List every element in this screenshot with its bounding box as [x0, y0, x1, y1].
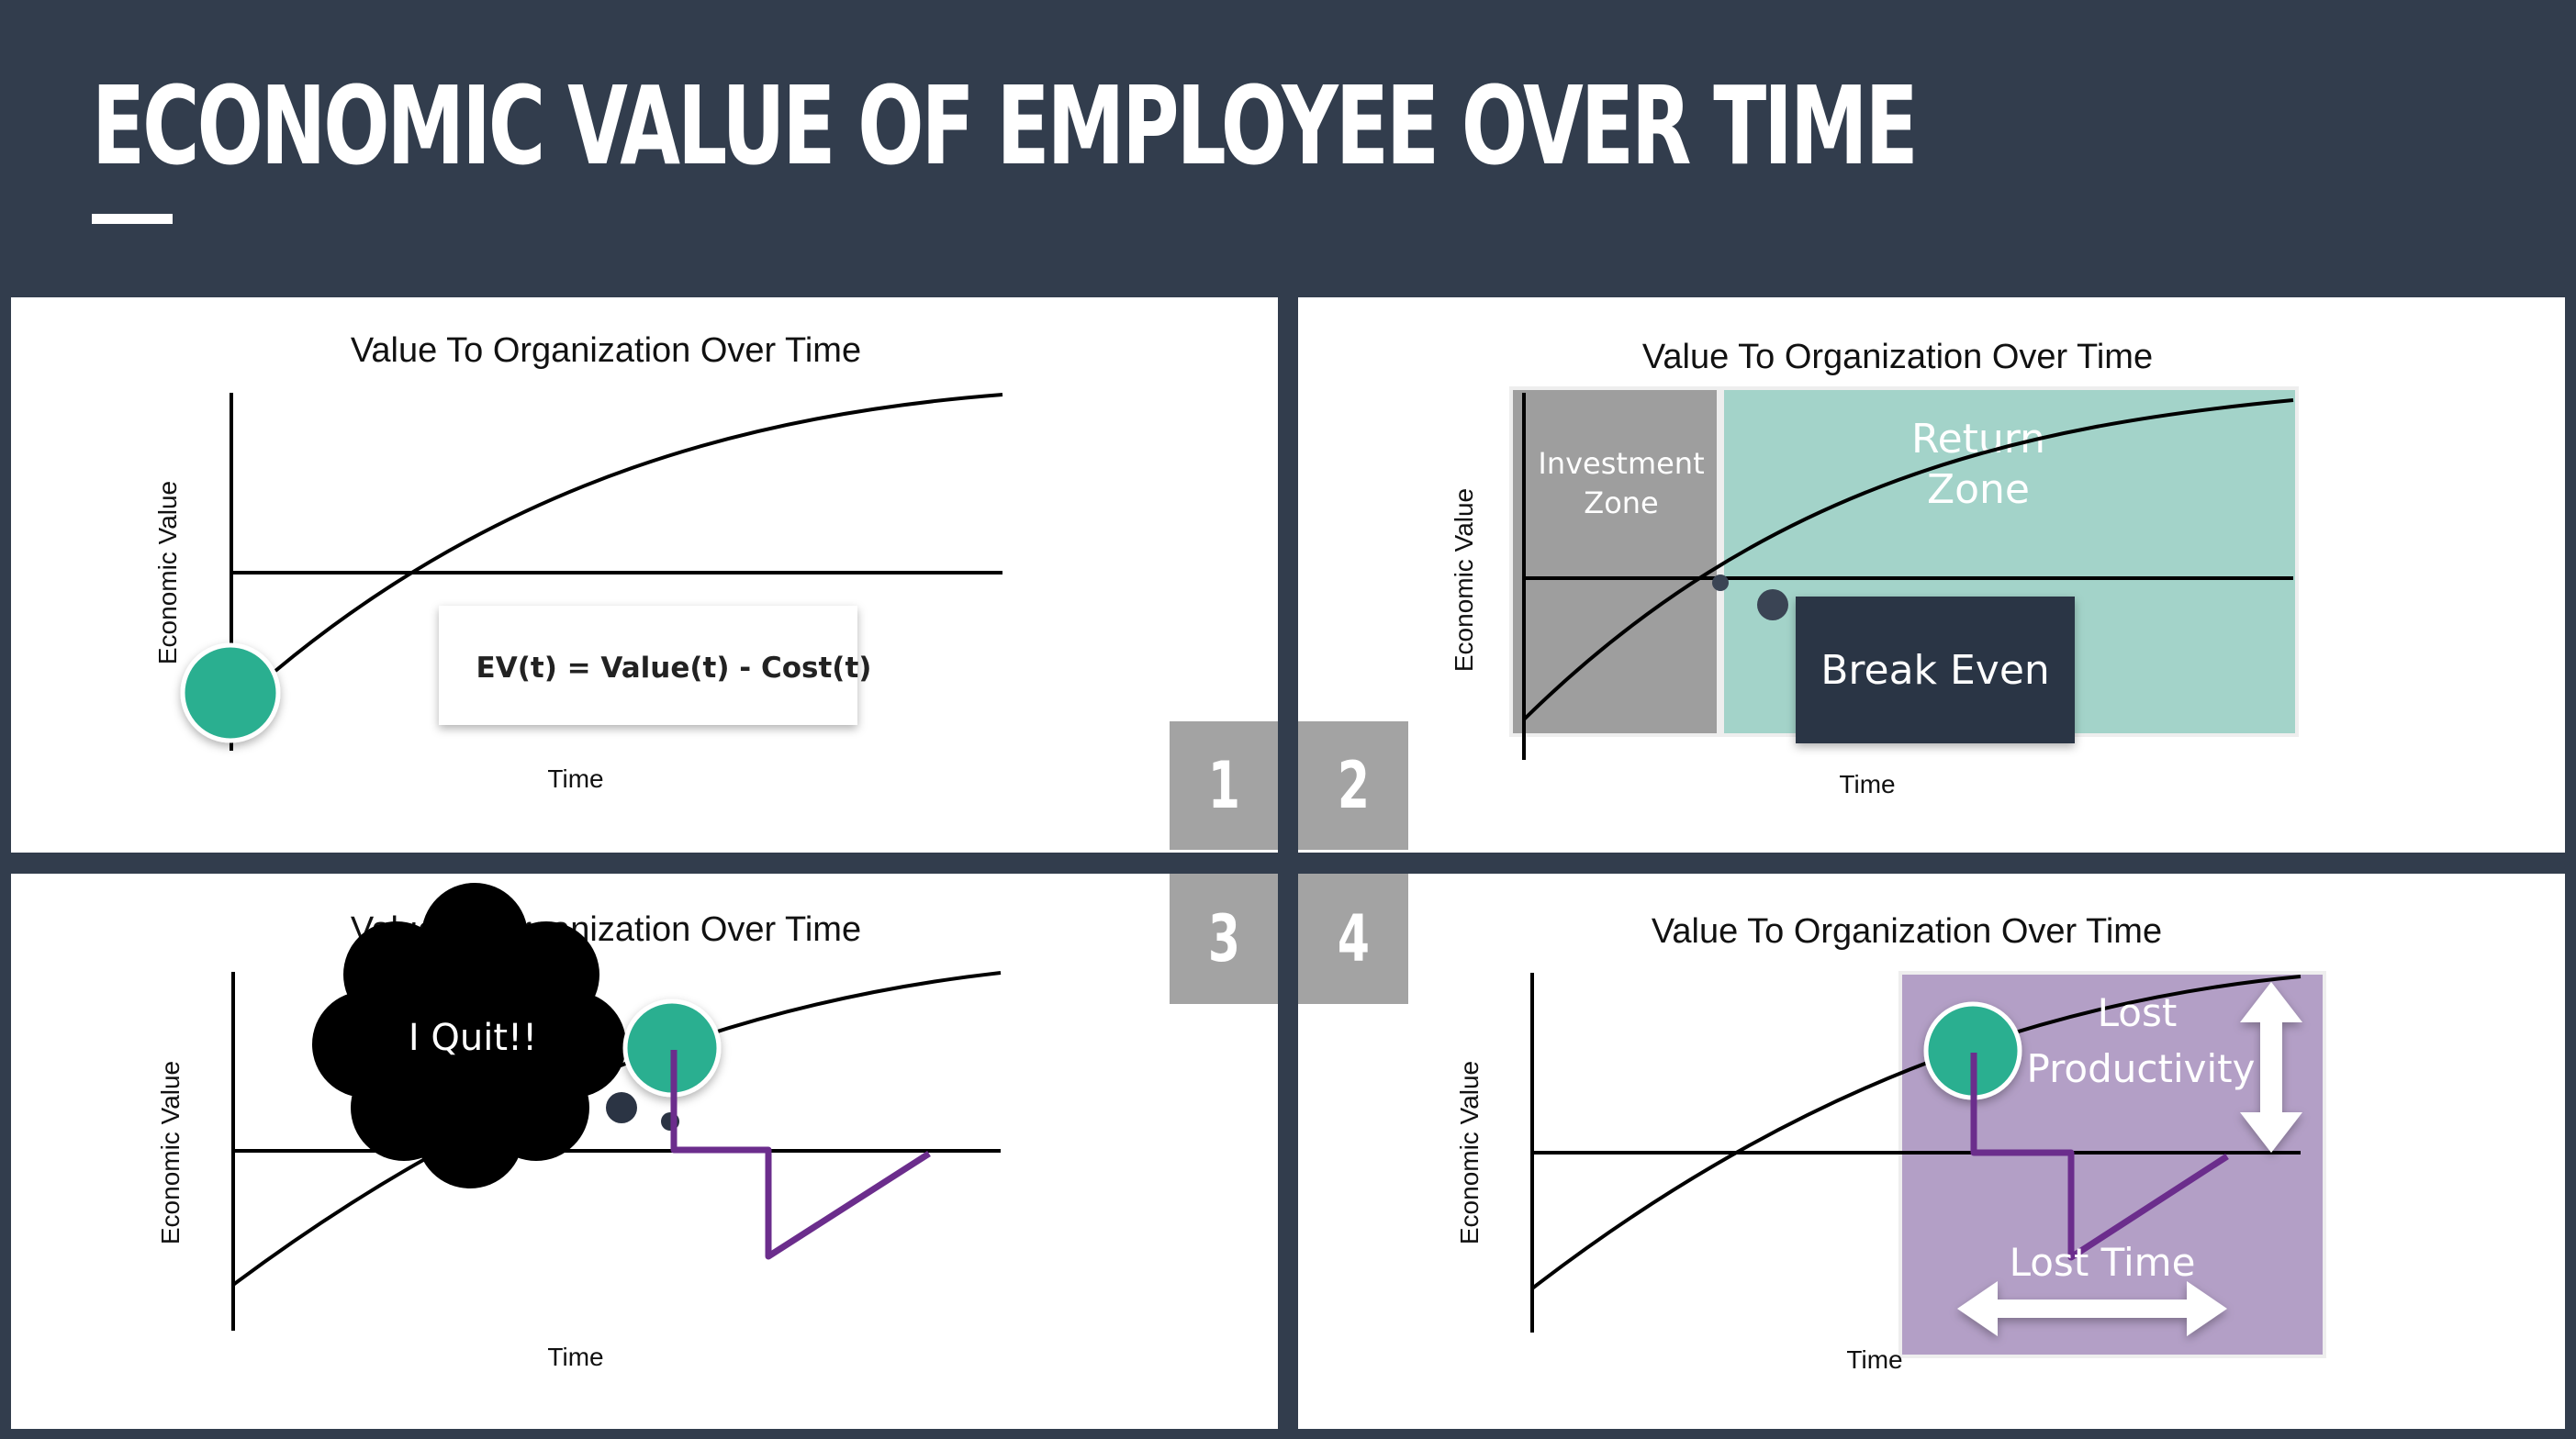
panel-3-thought-text: I Quit!! [409, 1017, 537, 1059]
panel-3-productivity-drop-path [670, 1050, 931, 1260]
panel-4-productivity-drop-path [1970, 1053, 2229, 1261]
panel-1-x-label: Time [547, 764, 603, 793]
panel-4-diagram: Value To Organization Over Time Lost Pro… [1455, 912, 2326, 1374]
panel-4-lost-productivity-line2: Productivity [2027, 1046, 2256, 1091]
panel-2-break-even-label: Break Even [1820, 647, 2050, 694]
panel-3: Value To Organization Over Time I Quit!!… [11, 874, 1278, 1429]
panel-3-diagram: Value To Organization Over Time I Quit!!… [156, 883, 1002, 1371]
panel-1: Value To Organization Over Time EV(t) = … [11, 297, 1278, 853]
panel-3-bubble-dot-large [606, 1092, 637, 1123]
panel-number-1: 1 [1170, 721, 1278, 850]
panel-number-2-text: 2 [1337, 748, 1370, 823]
panel-number-2: 2 [1298, 721, 1408, 850]
panel-1-y-label: Economic Value [153, 481, 182, 664]
panel-4-x-label: Time [1846, 1345, 1902, 1374]
panel-2-bubble-dot [1757, 589, 1788, 620]
panel-2-investment-zone [1509, 386, 1720, 737]
panel-3-x-label: Time [547, 1343, 603, 1371]
panel-1-employee-dot [180, 642, 281, 743]
panel-2-return-label-line2: Zone [1927, 466, 2030, 513]
panel-2-break-even-point [1712, 574, 1729, 591]
panel-number-3: 3 [1170, 874, 1278, 1004]
panel-4-y-label: Economic Value [1455, 1061, 1484, 1244]
title-underline [92, 214, 173, 224]
panel-4: Value To Organization Over Time Lost Pro… [1298, 874, 2565, 1429]
panel-4-lost-time-label: Lost Time [2010, 1240, 2196, 1285]
panel-number-4-text: 4 [1337, 901, 1370, 976]
panel-number-3-text: 3 [1207, 901, 1240, 976]
panel-1-value-curve [274, 393, 1003, 673]
panel-4-value-curve [1530, 975, 2302, 1290]
panel-1-formula-box [439, 606, 857, 725]
panel-2-y-label: Economic Value [1450, 488, 1478, 672]
panel-4-horizontal-double-arrow-icon [1957, 1281, 2227, 1336]
panel-2-investment-label-line2: Zone [1584, 485, 1658, 520]
panel-4-lost-productivity-line1: Lost [2098, 990, 2178, 1035]
panel-3-y-label: Economic Value [156, 1061, 185, 1244]
page-title: ECONOMIC VALUE OF EMPLOYEE OVER TIME [92, 62, 1919, 189]
panel-number-4: 4 [1298, 874, 1408, 1004]
panel-number-1-text: 1 [1207, 748, 1240, 823]
panel-2-x-label: Time [1839, 770, 1895, 798]
panel-2-diagram: Value To Organization Over Time Investme… [1450, 338, 2299, 798]
panel-4-vertical-double-arrow-icon [2240, 982, 2302, 1153]
panel-2-title: Value To Organization Over Time [1642, 338, 2153, 376]
panel-4-title: Value To Organization Over Time [1652, 912, 2162, 951]
panel-1-title: Value To Organization Over Time [351, 331, 861, 370]
panel-2-investment-label-line1: Investment [1538, 446, 1704, 481]
panel-1-formula: EV(t) = Value(t) - Cost(t) [476, 652, 872, 685]
panel-1-diagram: Value To Organization Over Time EV(t) = … [153, 331, 1003, 793]
panel-2-value-curve [1522, 398, 2294, 721]
panel-3-thought-bubble [312, 883, 626, 1188]
panel-2: Value To Organization Over Time Investme… [1298, 297, 2565, 853]
panel-2-break-even-box [1796, 597, 2075, 743]
